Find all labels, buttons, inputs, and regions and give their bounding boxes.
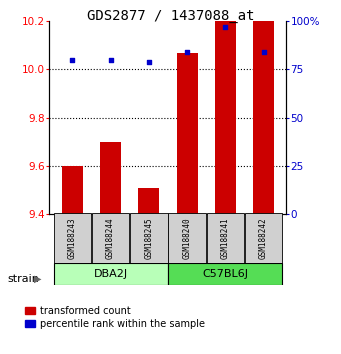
Bar: [245, 213, 282, 263]
Text: DBA2J: DBA2J: [93, 269, 128, 279]
Point: [108, 57, 113, 63]
Bar: [92, 213, 129, 263]
Point: [146, 59, 151, 64]
Bar: [177, 53, 197, 214]
Bar: [130, 213, 167, 263]
Legend: transformed count, percentile rank within the sample: transformed count, percentile rank withi…: [25, 306, 205, 329]
Bar: [215, 21, 236, 214]
Bar: [138, 188, 159, 214]
Text: ▶: ▶: [34, 274, 42, 284]
Text: GSM188240: GSM188240: [182, 217, 192, 259]
Point: [261, 49, 266, 55]
Point: [184, 49, 190, 55]
Point: [223, 24, 228, 30]
Bar: [54, 263, 167, 285]
Bar: [54, 213, 91, 263]
Bar: [168, 213, 206, 263]
Bar: [253, 21, 274, 214]
Point: [70, 57, 75, 63]
Bar: [168, 263, 282, 285]
Text: GSM188245: GSM188245: [144, 217, 153, 259]
Text: C57BL6J: C57BL6J: [202, 269, 248, 279]
Bar: [100, 142, 121, 214]
Bar: [207, 213, 244, 263]
Text: GDS2877 / 1437088_at: GDS2877 / 1437088_at: [87, 9, 254, 23]
Text: GSM188244: GSM188244: [106, 217, 115, 259]
Text: GSM188241: GSM188241: [221, 217, 230, 259]
Text: GSM188243: GSM188243: [68, 217, 77, 259]
Bar: [62, 166, 83, 214]
Text: GSM188242: GSM188242: [259, 217, 268, 259]
Text: strain: strain: [8, 274, 39, 284]
